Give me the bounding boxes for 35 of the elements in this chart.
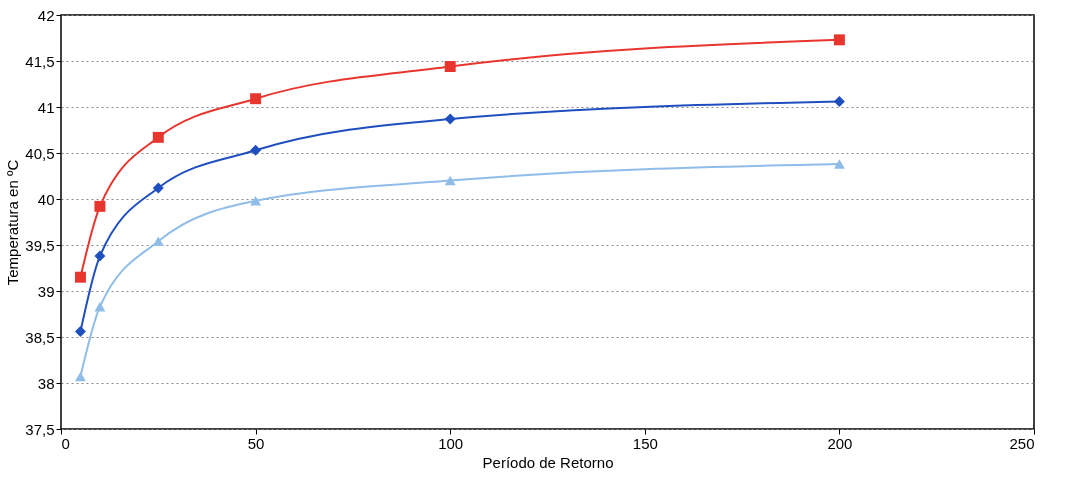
- y-tick-label: 41,5: [25, 52, 55, 70]
- y-tick-label: 42: [37, 6, 55, 24]
- point: [833, 34, 845, 46]
- point: [833, 159, 845, 169]
- y-tick-label: 39: [37, 282, 55, 300]
- y-tick-label: 40: [37, 190, 55, 208]
- point: [94, 250, 106, 262]
- y-tick-label: 39,5: [25, 236, 55, 254]
- point: [74, 371, 86, 382]
- point: [250, 93, 262, 105]
- x-tick-label: 100: [438, 434, 464, 452]
- point: [444, 113, 456, 125]
- x-tick-label: 150: [632, 434, 658, 452]
- point: [152, 131, 164, 143]
- point: [250, 144, 262, 156]
- point: [833, 96, 845, 107]
- point: [74, 326, 86, 337]
- point: [444, 61, 456, 72]
- point: [444, 175, 456, 186]
- point: [152, 182, 164, 194]
- x-axis-title: Período de Retorno: [482, 453, 614, 471]
- point: [94, 200, 106, 212]
- point: [94, 301, 106, 312]
- x-tick-label: 0: [61, 434, 70, 452]
- y-tick-label: 38: [37, 374, 55, 392]
- point: [74, 271, 86, 283]
- point: [250, 196, 262, 206]
- x-tick-label: 250: [1009, 434, 1035, 452]
- x-tick-label: 200: [827, 434, 853, 452]
- y-axis-title: Temperatura en ºC: [4, 159, 22, 286]
- y-tick-label: 41: [37, 98, 55, 116]
- x-tick-label: 50: [247, 434, 265, 452]
- y-tick-label: 40,5: [25, 144, 55, 162]
- y-tick-label: 37,5: [25, 420, 55, 438]
- y-tick-label: 38,5: [25, 328, 55, 346]
